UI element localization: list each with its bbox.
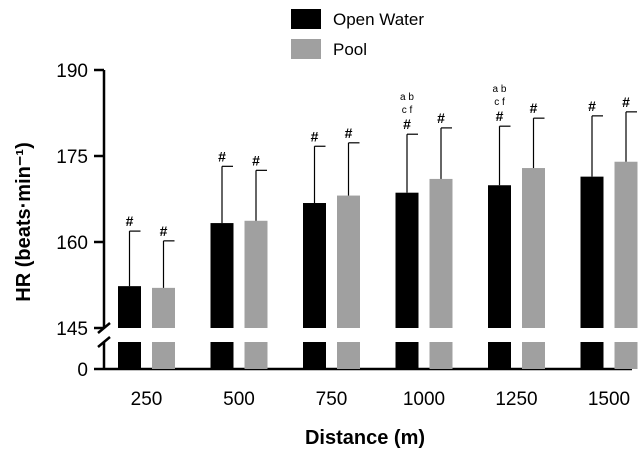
legend-label-pool: Pool [333,40,367,59]
bar-lower-open-water [210,342,234,369]
bar-pool [337,195,360,328]
significance-mark: # [403,116,411,132]
bar-lower-pool [152,342,175,369]
x-tick-label: 1250 [495,389,537,410]
bar-lower-open-water [488,342,511,369]
significance-letters: c f [402,105,413,116]
significance-mark: # [437,110,445,126]
bar-open-water [118,286,141,328]
bar-open-water [210,223,234,328]
legend-swatch-pool [291,39,321,59]
significance-letters: c f [494,97,505,108]
x-tick-label: 1500 [588,389,630,410]
bar-lower-open-water [303,342,326,369]
bar-open-water [488,185,511,328]
bar-pool [522,168,545,328]
y-tick-label: 0 [77,360,88,381]
significance-letters: a b [400,92,414,103]
x-tick-label: 500 [223,389,255,410]
bar-lower-open-water [580,342,604,369]
significance-mark: # [160,223,168,239]
bar-pool [429,178,453,328]
bar-lower-pool [429,342,453,369]
bar-open-water [303,203,326,328]
legend-swatch-open-water [291,9,321,29]
significance-mark: # [218,148,226,164]
significance-letters: a b [493,84,507,95]
legend-label-open-water: Open Water [333,10,424,29]
y-axis-break-mark [97,336,111,348]
y-tick-label: 160 [56,233,88,254]
bar-pool [614,161,638,328]
x-tick-label: 750 [316,389,348,410]
y-axis-title: HR (beats·min⁻¹) [13,142,35,301]
significance-mark: # [311,128,319,144]
y-tick-label: 175 [56,147,88,168]
bar-lower-open-water [395,342,419,369]
y-tick-label: 190 [56,61,88,82]
x-tick-label: 1000 [403,389,445,410]
x-axis-title: Distance (m) [305,427,425,449]
bar-lower-pool [244,342,268,369]
significance-mark: # [588,98,596,114]
significance-mark: # [530,100,538,116]
y-tick-label: 145 [56,319,88,340]
bar-open-water [395,192,419,328]
significance-mark: # [496,108,504,124]
significance-mark: # [252,152,260,168]
bar-lower-open-water [118,342,141,369]
significance-mark: # [345,125,353,141]
x-tick-label: 250 [131,389,163,410]
plot-area: 145 160 175 190 0 # #250 # #500 # #750 # #1000 # #1250… [56,61,638,410]
significance-mark: # [622,94,630,110]
bar-pool [152,287,175,328]
bar-lower-pool [337,342,360,369]
bar-open-water [580,176,604,328]
legend: Open Water Pool [291,9,424,59]
bar-lower-pool [614,342,638,369]
bar-lower-pool [522,342,545,369]
bar-pool [244,220,268,328]
significance-mark: # [126,213,134,229]
